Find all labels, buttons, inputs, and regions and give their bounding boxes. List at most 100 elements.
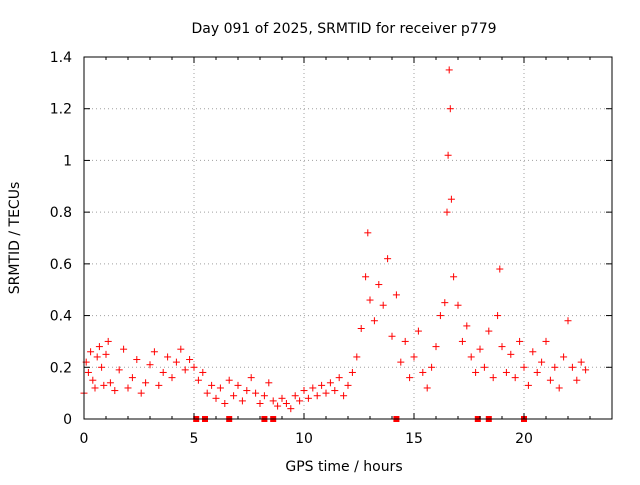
- data-point: [476, 345, 484, 353]
- data-point: [364, 229, 372, 237]
- data-point: [216, 384, 224, 392]
- data-point: [100, 381, 108, 389]
- data-point: [203, 389, 211, 397]
- data-point: [443, 208, 451, 216]
- data-point: [472, 368, 480, 376]
- data-point: [287, 405, 295, 413]
- data-point: [93, 353, 101, 361]
- data-point: [331, 387, 339, 395]
- x-tick-label: 20: [515, 431, 533, 447]
- data-point: [260, 392, 268, 400]
- x-tick-label: 10: [295, 431, 313, 447]
- data-point: [172, 358, 180, 366]
- data-point: [366, 296, 374, 304]
- data-point: [91, 384, 99, 392]
- data-point: [463, 322, 471, 330]
- x-axis-label: GPS time / hours: [285, 459, 402, 475]
- data-point: [496, 265, 504, 273]
- y-tick-label: 0.6: [50, 257, 72, 273]
- data-point: [401, 337, 409, 345]
- data-point: [446, 105, 454, 113]
- x-tick-label: 15: [405, 431, 423, 447]
- data-point: [335, 374, 343, 382]
- data-point: [520, 363, 528, 371]
- data-point: [485, 327, 493, 335]
- data-point: [454, 301, 462, 309]
- data-point: [542, 337, 550, 345]
- data-point: [573, 376, 581, 384]
- data-point: [322, 389, 330, 397]
- data-point: [494, 312, 502, 320]
- data-point: [115, 366, 123, 374]
- data-point: [128, 374, 136, 382]
- data-point: [318, 381, 326, 389]
- chart-title: Day 091 of 2025, SRMTID for receiver p77…: [191, 21, 496, 37]
- data-point: [256, 399, 264, 407]
- data-point: [309, 384, 317, 392]
- data-point: [89, 376, 97, 384]
- y-axis-label: SRMTID / TECUs: [7, 182, 23, 295]
- data-point: [379, 301, 387, 309]
- data-point: [252, 389, 260, 397]
- data-point: [208, 381, 216, 389]
- data-point: [238, 397, 246, 405]
- data-point: [95, 343, 103, 351]
- data-point: [146, 361, 154, 369]
- data-point: [199, 368, 207, 376]
- data-point: [133, 356, 141, 364]
- data-point: [194, 376, 202, 384]
- data-point: [568, 363, 576, 371]
- data-points: [80, 66, 590, 413]
- data-point: [164, 353, 172, 361]
- data-point: [102, 350, 110, 358]
- data-point: [577, 358, 585, 366]
- data-point: [538, 358, 546, 366]
- data-point: [87, 348, 95, 356]
- data-point: [344, 381, 352, 389]
- data-point: [304, 394, 312, 402]
- y-tick-label: 0.8: [50, 205, 72, 221]
- data-point: [104, 337, 112, 345]
- chart-grid: [84, 57, 612, 419]
- data-point: [384, 255, 392, 263]
- data-point: [450, 273, 458, 281]
- data-point: [555, 384, 563, 392]
- data-point: [230, 392, 238, 400]
- data-point: [150, 348, 158, 356]
- data-point: [313, 392, 321, 400]
- y-tick-label: 0.2: [50, 360, 72, 376]
- data-point: [458, 337, 466, 345]
- data-point: [388, 332, 396, 340]
- y-tick-label: 1.2: [50, 102, 72, 118]
- data-point: [353, 353, 361, 361]
- data-point: [300, 387, 308, 395]
- data-point: [212, 394, 220, 402]
- data-point: [98, 363, 106, 371]
- data-point: [142, 379, 150, 387]
- data-point: [186, 356, 194, 364]
- data-point: [190, 363, 198, 371]
- data-point: [423, 384, 431, 392]
- data-point: [410, 353, 418, 361]
- data-point: [120, 345, 128, 353]
- x-tick-label: 0: [80, 431, 89, 447]
- data-point: [546, 376, 554, 384]
- data-point: [533, 368, 541, 376]
- data-point: [282, 399, 290, 407]
- data-point: [326, 379, 334, 387]
- data-point: [414, 327, 422, 335]
- data-point: [278, 394, 286, 402]
- y-tick-label: 1: [63, 153, 72, 169]
- data-point: [447, 195, 455, 203]
- data-point: [124, 384, 132, 392]
- data-point: [498, 343, 506, 351]
- y-axis-ticks: 0 0.2 0.4 0.6 0.8 1 1.2 1.4: [50, 50, 612, 428]
- data-point: [357, 325, 365, 332]
- data-point: [560, 353, 568, 361]
- data-point: [516, 337, 524, 345]
- data-point: [234, 381, 242, 389]
- data-point: [419, 368, 427, 376]
- x-tick-label: 5: [190, 431, 199, 447]
